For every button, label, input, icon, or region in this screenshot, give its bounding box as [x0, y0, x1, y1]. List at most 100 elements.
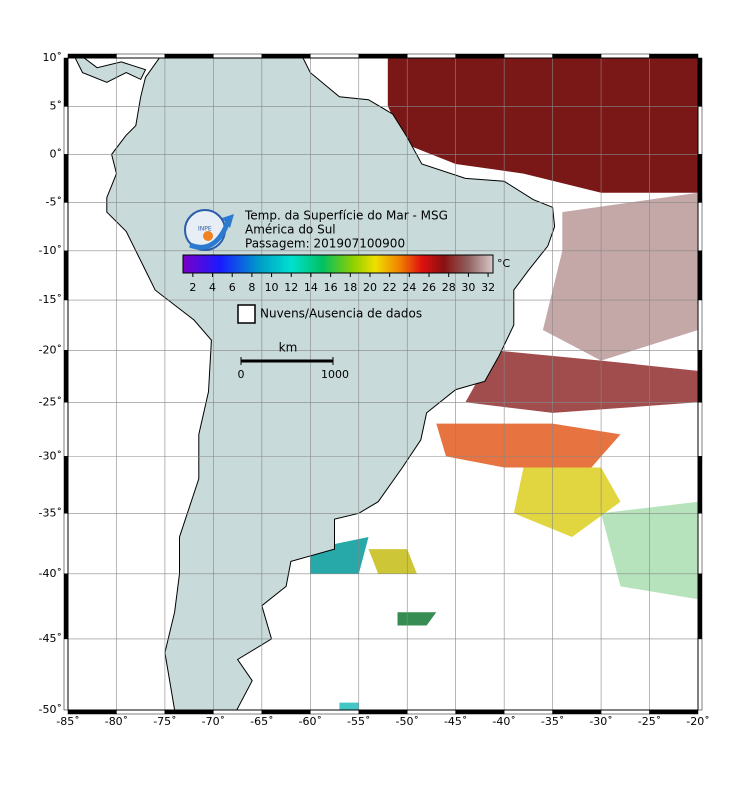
title-line: Temp. da Superfície do Mar - MSG [244, 209, 448, 223]
x-tick-label: -80˚ [105, 715, 128, 728]
colorbar-tick-label: 26 [422, 281, 436, 294]
colorbar-tick-label: 22 [383, 281, 397, 294]
y-tick-label: -20˚ [39, 343, 62, 356]
central-america [74, 58, 147, 83]
border-segment [406, 709, 456, 715]
title-line: Passagem: 201907100900 [245, 237, 405, 251]
border-segment [697, 402, 703, 457]
border-segment [697, 513, 703, 575]
colorbar-tick-label: 24 [402, 281, 416, 294]
border-segment [63, 299, 69, 351]
y-tick-label: -15˚ [39, 293, 62, 306]
border-segment [552, 709, 602, 715]
border-segment [697, 202, 703, 252]
sst-patch [387, 58, 698, 193]
y-tick-label: 5˚ [50, 99, 63, 112]
logo: INPE [184, 209, 234, 251]
x-tick-label: -65˚ [250, 715, 273, 728]
colorbar-tick-label: 32 [481, 281, 495, 294]
border-segment [697, 299, 703, 351]
colorbar-tick-label: 6 [229, 281, 236, 294]
border-segment [697, 350, 703, 403]
x-tick-label: -20˚ [686, 715, 709, 728]
border-segment [697, 57, 703, 107]
colorbar-tick-label: 12 [284, 281, 298, 294]
x-tick-label: -85˚ [56, 715, 79, 728]
border-segment [358, 53, 408, 59]
border-segment [63, 154, 69, 203]
border-segment [67, 709, 117, 715]
colorbar-tick-label: 4 [209, 281, 216, 294]
border-segment [63, 638, 69, 711]
x-tick-label: -55˚ [347, 715, 370, 728]
x-tick-label: -60˚ [299, 715, 322, 728]
border-segment [164, 53, 214, 59]
border-segment [503, 53, 553, 59]
border-segment [406, 53, 456, 59]
colorbar-tick-label: 16 [324, 281, 338, 294]
border-segment [213, 53, 263, 59]
colorbar-tick-label: 20 [363, 281, 377, 294]
y-tick-label: 0˚ [50, 147, 63, 160]
x-tick-label: -75˚ [153, 715, 176, 728]
x-tick-label: -50˚ [395, 715, 418, 728]
y-tick-label: -25˚ [39, 395, 62, 408]
border-segment [649, 709, 699, 715]
colorbar-tick-label: 14 [304, 281, 318, 294]
border-segment [455, 53, 505, 59]
border-segment [116, 53, 166, 59]
y-tick-label: 10˚ [43, 51, 63, 64]
border-segment [697, 638, 703, 711]
border-segment [213, 709, 263, 715]
legend-swatch [237, 304, 256, 324]
y-tick-label: -5˚ [46, 195, 62, 208]
colorbar [182, 254, 494, 274]
border-segment [261, 53, 311, 59]
border-segment [63, 573, 69, 640]
border-segment [63, 402, 69, 457]
border-segment [649, 53, 699, 59]
border-segment [503, 709, 553, 715]
border-segment [63, 106, 69, 155]
border-segment [697, 106, 703, 155]
border-segment [63, 350, 69, 403]
frame-outline [67, 57, 699, 711]
x-tick-label: -25˚ [638, 715, 661, 728]
colorbar-tick-label: 28 [442, 281, 456, 294]
y-tick-label: -30˚ [39, 449, 62, 462]
x-tick-label: -45˚ [444, 715, 467, 728]
border-segment [455, 709, 505, 715]
border-segment [358, 709, 408, 715]
border-segment [63, 202, 69, 252]
border-segment [63, 513, 69, 575]
border-segment [63, 250, 69, 301]
x-tick-label: -70˚ [202, 715, 225, 728]
sst-patch [542, 192, 698, 361]
border-segment [697, 250, 703, 301]
border-segment [697, 573, 703, 640]
y-tick-label: -35˚ [39, 506, 62, 519]
x-tick-label: -30˚ [589, 715, 612, 728]
y-tick-label: -10˚ [39, 244, 62, 257]
sst-patch [339, 702, 359, 710]
colorbar-tick-label: 2 [189, 281, 196, 294]
border-segment [310, 53, 360, 59]
border-segment [116, 709, 166, 715]
colorbar-tick-label: 30 [461, 281, 475, 294]
colorbar-unit: °C [497, 257, 511, 270]
overlay: INPE Temp. da Superfície do Mar - MSG Am… [182, 209, 511, 381]
title-line: América do Sul [245, 223, 336, 237]
colorbar-tick-label: 8 [248, 281, 255, 294]
border-segment [164, 709, 214, 715]
colorbar-tick-label: 18 [343, 281, 357, 294]
border-segment [63, 57, 69, 107]
sst-patch [368, 549, 417, 574]
border-segment [697, 154, 703, 203]
y-tick-label: -40˚ [39, 567, 62, 580]
colorbar-tick-label: 10 [265, 281, 279, 294]
border-segment [63, 456, 69, 514]
legend-text: Nuvens/Ausencia de dados [260, 307, 422, 321]
border-segment [67, 53, 117, 59]
y-tick-label: -45˚ [39, 632, 62, 645]
